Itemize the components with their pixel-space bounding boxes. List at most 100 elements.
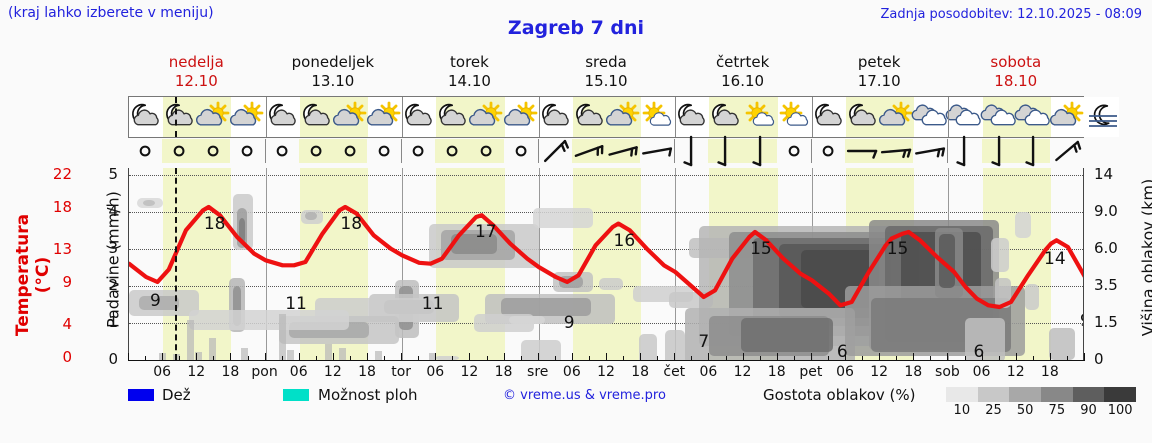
sky-icon-cell-6: [332, 97, 368, 137]
sky-icon-cell-17: [709, 97, 744, 137]
meteogram-plot: 9 18 11 18 11 17 9 16 7 15 6 15 6 14 9: [128, 168, 1084, 360]
sky-icon-cell-23: [911, 97, 949, 137]
cloud-tick-9.0: 9.0: [1094, 202, 1118, 221]
wind-calm-3: [230, 139, 264, 163]
showers-legend-label: Možnost ploh: [318, 386, 418, 404]
cloud-density-step-4: [1072, 387, 1105, 402]
wind-barb-22: [879, 139, 914, 163]
day-separator: [265, 168, 267, 360]
sky-icon-cell-14: [606, 97, 642, 137]
sun-smallcloud-icon: [641, 101, 675, 132]
cloud-height-axis-title: Višina oblakov (km): [1138, 178, 1152, 337]
gridline-h-3: [129, 249, 1083, 251]
day-separator: [811, 97, 813, 137]
temp-tick-22: 22: [52, 164, 72, 183]
temp-value-label-6: 9: [563, 312, 575, 333]
wind-barb-26: [1015, 135, 1050, 167]
day-date: 14.10: [447, 72, 491, 90]
temp-tick-18: 18: [52, 197, 72, 216]
wind-barb-12: [538, 139, 572, 163]
sky-icon-cell-12: [538, 97, 573, 137]
day-separator: [947, 139, 949, 163]
x-tick-daylabel-čet: čet: [663, 364, 686, 380]
temperature-curve: [129, 204, 1083, 310]
wind-barb-21: [845, 139, 880, 163]
cloud-tick-1.5: 1.5: [1094, 313, 1118, 332]
day-date: 18.10: [994, 72, 1038, 90]
sky-condition-strip: [128, 96, 1120, 138]
sky-icon-cell-10: [469, 97, 505, 137]
day-date: 17.10: [857, 72, 901, 90]
x-tick-18-4: 18: [767, 364, 786, 380]
moon-cloud-icon: [266, 102, 300, 132]
cloud-density-scale-labels: 10 25 50 75 90 100: [946, 403, 1142, 419]
temp-value-label-7: 16: [613, 230, 636, 251]
temp-value-label-11: 15: [886, 238, 909, 259]
sky-icon-cell-4: [265, 97, 300, 137]
wind-barb-18: [742, 135, 777, 167]
sky-icon-cell-21: [846, 97, 881, 137]
temp-value-label-5: 17: [474, 222, 497, 243]
x-tick-12-2: 12: [460, 364, 479, 380]
wind-barb-strip: [128, 135, 1084, 167]
x-tick-06-4: 06: [699, 364, 718, 380]
cloud-density-tick-90: 90: [1080, 403, 1097, 418]
day-name: nedelja: [168, 53, 224, 71]
sky-icon-cell-15: [641, 97, 676, 137]
temp-value-label-14: 9: [1080, 311, 1083, 331]
day-separator: [264, 139, 266, 163]
cloud-density-label: Gostota oblakov (%): [763, 386, 916, 404]
sky-icon-cell-7: [367, 97, 403, 137]
moon-cloud-icon: [129, 102, 163, 132]
x-tick-06-6: 06: [972, 364, 991, 380]
sun-cloud-icon: [367, 101, 402, 132]
temp-value-label-4: 11: [421, 294, 444, 315]
day-header-5: petek 17.10: [811, 53, 948, 93]
cloud-density-step-2: [1009, 387, 1042, 402]
temp-tick-13: 13: [52, 239, 72, 258]
x-tick-12-4: 12: [733, 364, 752, 380]
sky-icon-cell-26: [1014, 97, 1051, 137]
sky-icon-cell-3: [230, 97, 266, 137]
wind-barb-25: [981, 135, 1016, 167]
copyright-link[interactable]: © vreme.us & vreme.pro: [503, 388, 666, 403]
day-header-3: sreda 15.10: [538, 53, 675, 93]
rain-legend-label: Dež: [162, 386, 191, 404]
wind-calm-4: [265, 139, 299, 163]
moon-cloud-icon: [436, 102, 470, 132]
day-separator: [675, 168, 677, 360]
cloud-density-scale: [946, 387, 1137, 402]
wind-calm-7: [367, 139, 401, 163]
temp-value-label-2: 11: [285, 294, 307, 315]
day-date: 16.10: [721, 72, 765, 90]
day-name: ponedeljek: [291, 53, 375, 71]
temp-value-label-9: 15: [750, 238, 772, 259]
day-header-4: četrtek 16.10: [674, 53, 811, 93]
day-header-6: sobota 18.10: [947, 53, 1084, 93]
sun-cloud-icon: [469, 101, 504, 132]
gridline-h-4: [129, 212, 1083, 214]
x-tick-18-0: 18: [221, 364, 240, 380]
current-time-marker: [174, 168, 177, 360]
wind-barb-16: [674, 135, 708, 167]
x-tick-daylabel-tor: tor: [391, 364, 412, 380]
temp-value-label-1: 18: [203, 213, 226, 234]
x-tick-18-2: 18: [494, 364, 513, 380]
temp-value-label-3: 18: [340, 213, 363, 234]
wind-calm-8: [401, 139, 435, 163]
moon-haze-icon: [1085, 102, 1119, 132]
location-hint: (kraj lahko izberete v meniju): [8, 5, 214, 21]
x-tick-06-5: 06: [836, 364, 854, 380]
day-separator: [538, 168, 540, 360]
temp-value-label-13: 14: [1044, 249, 1066, 270]
sun-cloud-icon: [230, 101, 265, 132]
x-tick-06-0: 06: [153, 364, 172, 380]
day-separator: [537, 139, 539, 163]
sky-icon-cell-13: [572, 97, 607, 137]
x-tick-06-1: 06: [289, 364, 308, 380]
sky-icon-cell-18: [743, 97, 778, 137]
x-tick-12-0: 12: [187, 364, 206, 380]
cloud-tick-14: 14: [1094, 165, 1114, 184]
cloud-density-tick-50: 50: [1016, 403, 1034, 418]
day-separator: [265, 97, 267, 137]
